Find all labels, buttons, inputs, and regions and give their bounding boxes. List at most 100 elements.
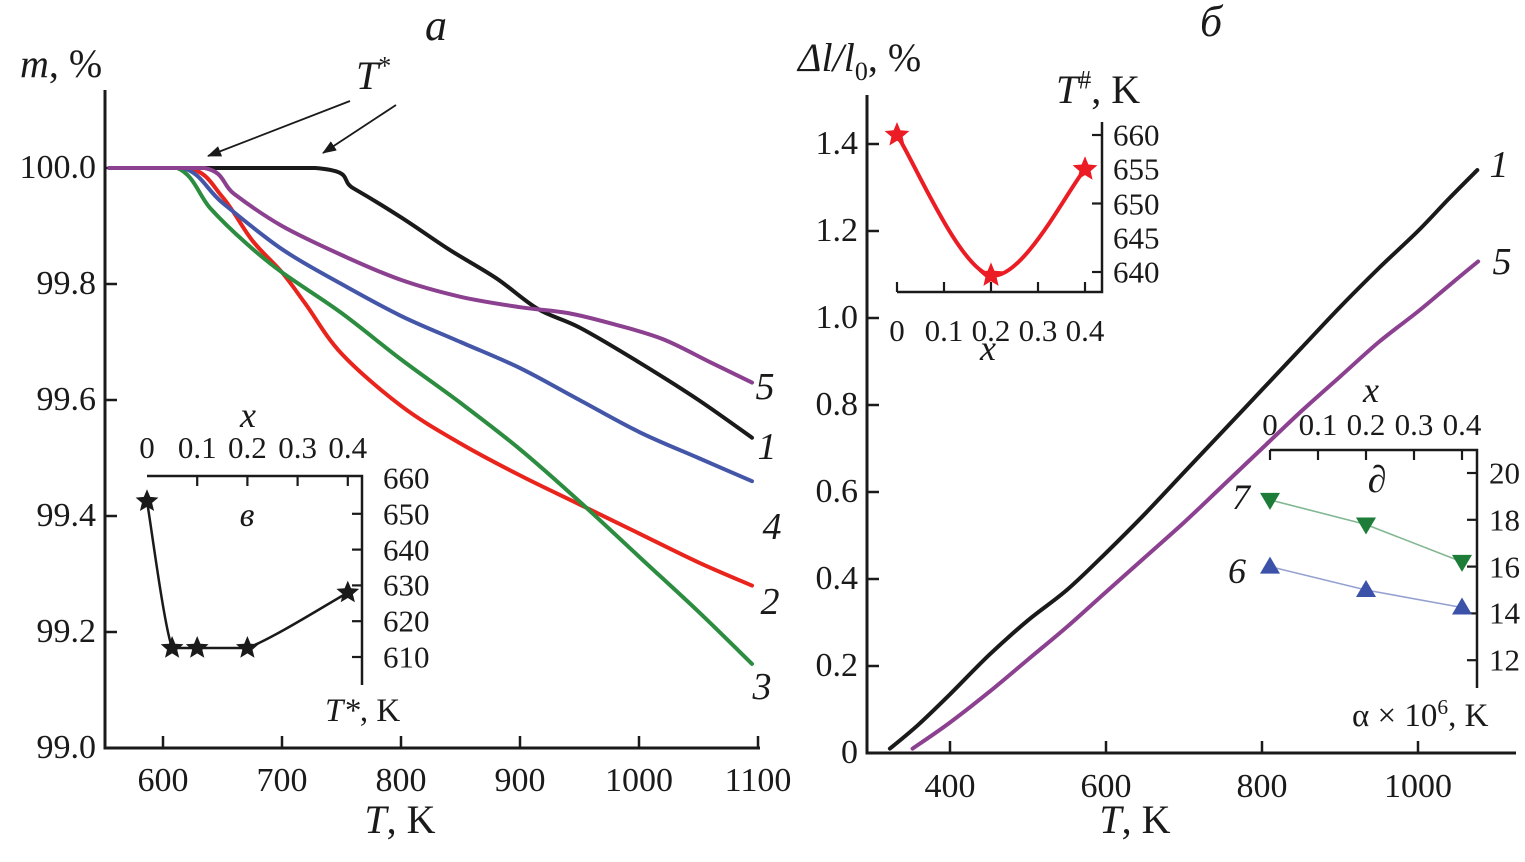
b-bottom-inset-y-tick-label: 18 (1489, 502, 1520, 538)
a-curve-label-3: 3 (752, 666, 772, 708)
panel-b-title: б (1200, 0, 1223, 46)
a-curve-label-2: 2 (760, 581, 780, 623)
b-main-y-tick-label: 0.8 (815, 386, 859, 423)
a-inset-y-tick-label: 660 (383, 460, 430, 496)
a-main-y-tick-label: 99.2 (36, 613, 97, 650)
a-inset-x-tick-label: 0 (139, 430, 155, 465)
a-main-curve-3 (107, 166, 754, 666)
a-inset-panel-label: в (239, 497, 255, 534)
b-bottom-inset-ticks (1268, 450, 1477, 662)
b-main-x-tick-label: 800 (1236, 768, 1288, 805)
b-top-inset-star-marker (884, 122, 910, 146)
b-bottom-inset-triangle-down-marker (1260, 492, 1280, 510)
a-main-y-tick-label: 99.4 (36, 497, 97, 534)
a-curve-label-4: 4 (762, 506, 782, 548)
a-curve-label-1: 1 (757, 426, 777, 468)
b-main-y-tick-label: 0 (841, 734, 858, 771)
b-bottom-inset-panel-label: ∂ (1367, 459, 1387, 501)
b-main-curve-5 (910, 259, 1481, 751)
b-top-inset-ticks (895, 133, 1102, 292)
b-bottom-inset-axes (1270, 448, 1479, 688)
a-main-x-tick-label: 600 (137, 762, 189, 799)
a-main-x-tick-label: 800 (375, 762, 427, 799)
tstar-arrow-left (207, 100, 351, 157)
a-main-curve-5 (107, 166, 754, 385)
b-bottom-inset-x-tick-label: 0.4 (1442, 407, 1482, 442)
a-y-axis-label: m, % (20, 41, 103, 86)
a-inset-y-tick-label: 640 (383, 532, 430, 568)
a-main-y-ticks (105, 166, 117, 750)
b-curve-label-1: 1 (1489, 144, 1509, 186)
tstar-arrows (207, 100, 397, 157)
a-inset-x-tick-label: 0.1 (177, 430, 217, 465)
b-main-y-tick-label: 1.0 (815, 299, 859, 336)
a-inset-x-tick-label: 0.4 (328, 430, 368, 465)
b-top-inset-x-tick-label: 0.3 (1018, 313, 1058, 348)
b-bottom-inset-triangle-down-marker (1356, 517, 1376, 535)
b-top-inset-x-tick-label: 0.2 (971, 313, 1011, 348)
b-bottom-inset-x-tick-label: 0.1 (1298, 407, 1338, 442)
tstar-annotation: T* (356, 51, 392, 98)
b-bottom-inset-x-tick-label: 0 (1262, 407, 1278, 442)
b-y-axis-label: Δl/l0, % (798, 35, 922, 86)
b-top-inset-y-axis-label: T#, K (1056, 65, 1141, 112)
a-main-curve-2 (107, 166, 754, 588)
b-main-y-tick-label: 1.4 (815, 125, 859, 162)
b-main-x-tick-label: 600 (1080, 768, 1132, 805)
b-main-x-tick-label: 400 (924, 768, 976, 805)
a-main-y-tick-label: 99.8 (36, 265, 97, 302)
b-bottom-inset-triangle-up-marker (1260, 556, 1280, 574)
b-main-x-ticks (948, 741, 1420, 753)
b-main-y-tick-label: 0.2 (815, 647, 859, 684)
b-top-inset-y-tick-label: 640 (1113, 254, 1160, 290)
b-bottom-inset-y-tick-label: 12 (1489, 642, 1520, 678)
b-top-inset-y-tick-label: 645 (1113, 220, 1160, 256)
a-inset-star-marker (135, 489, 159, 511)
b-main-curve-1 (887, 168, 1480, 751)
a-inset-y-tick-label: 620 (383, 603, 430, 639)
b-bottom-inset-series-label-7: 7 (1232, 477, 1250, 517)
panel-a-title: a (425, 1, 447, 50)
b-top-inset-y-tick-label: 660 (1113, 117, 1160, 153)
a-main-x-ticks (161, 736, 760, 748)
a-inset-x-label: x (240, 395, 256, 435)
a-main-x-tick-label: 1100 (724, 762, 792, 799)
b-main-x-tick-label: 1000 (1384, 768, 1452, 805)
a-inset-axes (147, 474, 364, 685)
a-main-curves (107, 166, 754, 666)
a-inset-ticks (196, 476, 362, 659)
a-inset-y-tick-label: 610 (383, 639, 430, 675)
b-bottom-inset-y-tick-label: 16 (1489, 549, 1520, 585)
b-bottom-inset-x-tick-label: 0.3 (1394, 407, 1434, 442)
a-main-y-tick-label: 99.0 (36, 729, 97, 766)
b-bottom-inset-series-label-6: 6 (1228, 551, 1246, 591)
b-top-inset-x-tick-label: 0 (889, 313, 905, 348)
a-main-y-tick-label: 100.0 (19, 149, 97, 186)
b-top-inset-y-tick-label: 655 (1113, 151, 1160, 187)
b-bottom-inset-triangle-up-marker (1452, 597, 1472, 615)
a-inset-x-tick-label: 0.2 (228, 430, 267, 465)
a-main-curve-1 (107, 166, 754, 440)
a-inset-curve (135, 489, 360, 658)
b-bottom-inset-x-tick-label: 0.2 (1346, 407, 1386, 442)
b-main-y-tick-label: 1.2 (815, 212, 859, 249)
a-main-x-tick-label: 900 (494, 762, 546, 799)
a-inset-star-marker (336, 580, 360, 603)
b-bottom-inset-triangle-up-marker (1356, 580, 1376, 597)
b-top-inset-curve (884, 122, 1098, 286)
a-curve-label-5: 5 (755, 366, 775, 408)
b-main-y-ticks (867, 142, 879, 755)
a-inset-y-tick-label: 650 (383, 496, 430, 532)
b-main-y-tick-label: 0.6 (815, 473, 859, 510)
b-bottom-inset-y-tick-label: 14 (1489, 595, 1520, 631)
b-bottom-inset-series (1260, 492, 1472, 615)
b-bottom-inset-x-label: x (1363, 370, 1379, 410)
b-top-inset-x-tick-label: 0.1 (924, 313, 964, 348)
b-curve-label-5: 5 (1492, 241, 1512, 283)
b-main-y-tick-label: 0.4 (815, 560, 859, 597)
b-main-curves (887, 168, 1481, 751)
b-bottom-inset-y-axis-label: α × 106, K (1352, 695, 1489, 734)
a-main-x-tick-label: 700 (256, 762, 308, 799)
